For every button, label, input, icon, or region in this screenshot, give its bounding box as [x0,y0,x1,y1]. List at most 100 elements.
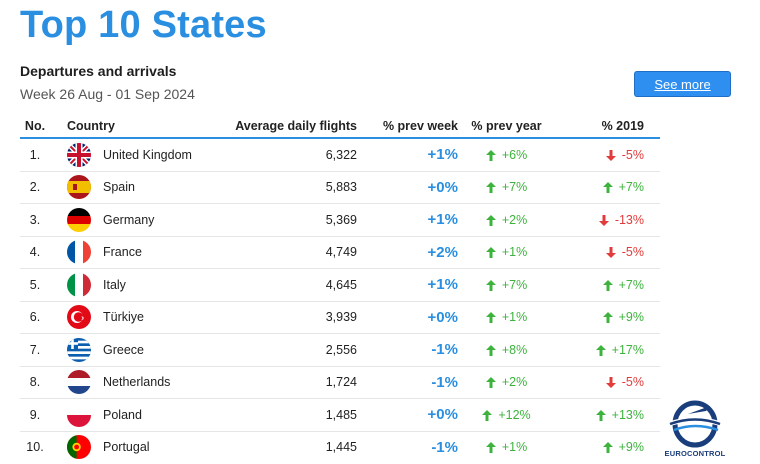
prev-year-change: +1% [464,236,549,269]
country-name: Spain [103,180,135,195]
table-row[interactable]: 5. Italy 4,645 +1% +7% +7% [20,268,660,302]
arrow-up-icon [602,440,619,454]
table-row[interactable]: 4. France 4,749 +2% +1% -5% [20,236,660,269]
page-title: Top 10 States [20,4,267,46]
prev-year-value: +1% [501,310,528,325]
row-rank: 9. [20,398,50,432]
arrow-up-icon [602,180,619,194]
row-country[interactable]: France [50,236,217,269]
col-header-prev-year[interactable]: % prev year [464,114,549,139]
prev-year-value: +8% [501,342,528,357]
prev-year-change: +12% [464,398,549,432]
prev-year-change: +7% [464,171,549,204]
table-row[interactable]: 9. Poland 1,485 +0% +12% +13% [20,398,660,432]
col-header-2019[interactable]: % 2019 [549,114,660,139]
row-country[interactable]: Spain [50,171,217,204]
arrow-down-icon [598,213,615,227]
arrow-up-icon [485,375,502,389]
avg-daily-flights: 6,322 [217,138,363,172]
prev-year-value: +6% [501,147,528,162]
prev-year-change: +1% [464,431,549,463]
avg-daily-flights: 3,939 [217,301,363,334]
table-row[interactable]: 2. Spain 5,883 +0% +7% +7% [20,171,660,204]
flag-france-icon [67,240,91,265]
row-country[interactable]: United Kingdom [50,138,217,172]
prev-week-value: -1% [431,438,458,456]
arrow-up-icon [602,278,619,292]
arrow-up-icon [485,148,502,162]
col-header-prev-week[interactable]: % prev week [363,114,464,139]
table-body: 1. United Kingdom 6,322 +1% +6% -5% 2. Spain 5,8… [20,138,660,463]
country-name: France [103,245,142,260]
arrow-down-icon [605,375,622,389]
prev-week-change: +2% [363,236,464,269]
country-name: Germany [103,212,155,227]
col-header-avg-flights[interactable]: Average daily flights [217,114,363,139]
prev-week-change: -1% [363,333,464,367]
vs-2019-value: -5% [621,375,644,390]
table-row[interactable]: 1. United Kingdom 6,322 +1% +6% -5% [20,138,660,172]
arrow-up-icon [485,180,502,194]
vs-2019-change: +13% [549,398,660,432]
row-rank: 7. [20,333,50,367]
see-more-button[interactable]: See more [634,71,731,97]
prev-year-value: +12% [498,407,531,422]
arrow-up-icon [485,213,502,227]
flag-germany-icon [67,207,91,232]
prev-week-value: +1% [427,211,458,229]
avg-daily-flights: 1,445 [325,440,357,455]
row-rank: 2. [20,171,50,204]
prev-week-change: -1% [363,366,464,399]
flag-poland-icon [67,402,91,427]
prev-year-change: +2% [464,366,549,399]
country-name: United Kingdom [103,147,192,162]
table-row[interactable]: 8. Netherlands 1,724 -1% +2% -5% [20,366,660,399]
arrow-up-icon [595,408,612,422]
row-country[interactable]: Netherlands [50,366,217,399]
row-country[interactable]: Poland [50,398,217,432]
avg-daily-flights: 4,645 [217,268,363,302]
country-name: Italy [103,277,126,292]
prev-year-change: +7% [464,268,549,302]
vs-2019-change: -5% [549,236,660,269]
row-rank: 10. [26,440,44,455]
row-rank: 6. [20,301,50,334]
vs-2019-change: -5% [549,366,660,399]
row-rank: 4. [20,236,50,269]
prev-year-value: +2% [501,375,528,390]
flag-portugal-icon [67,435,91,460]
prev-week-change: +1% [363,203,464,237]
row-country[interactable]: Germany [50,203,217,237]
table-row[interactable]: 10. Portugal 1,445 -1% +1% +9% [20,431,660,463]
prev-year-value: +7% [501,277,528,292]
country-name: Poland [103,407,142,422]
prev-year-change: +2% [464,203,549,237]
table-row[interactable]: 6. Türkiye 3,939 +0% +1% +9% [20,301,660,334]
country-name: Netherlands [103,375,171,390]
col-header-country[interactable]: Country [50,114,217,139]
table-row[interactable]: 7. Greece 2,556 -1% +8% +17% [20,333,660,367]
arrow-up-icon [482,408,498,422]
prev-year-change: +6% [464,138,549,172]
prev-week-change: +0% [363,398,464,432]
arrow-down-icon [605,245,622,259]
prev-week-value: +0% [427,406,458,424]
vs-2019-change: +7% [549,171,660,204]
vs-2019-value: +13% [611,407,644,422]
eurocontrol-emblem-icon [668,400,722,448]
row-country[interactable]: Türkiye [50,301,217,334]
prev-week-value: -1% [431,341,458,359]
flag-italy-icon [67,272,91,297]
row-country[interactable]: Greece [50,333,217,367]
avg-daily-flights: 1,485 [217,398,363,432]
row-country[interactable]: Portugal [50,431,217,463]
vs-2019-value: +9% [618,440,644,455]
row-country[interactable]: Italy [50,268,217,302]
table-row[interactable]: 3. Germany 5,369 +1% +2% -13% [20,203,660,237]
avg-daily-flights: 5,369 [217,203,363,237]
prev-year-change: +8% [464,333,549,367]
arrow-down-icon [605,148,622,162]
eurocontrol-wordmark: EUROCONTROL [664,449,726,458]
col-header-no[interactable]: No. [20,114,50,139]
country-name: Türkiye [103,310,144,325]
